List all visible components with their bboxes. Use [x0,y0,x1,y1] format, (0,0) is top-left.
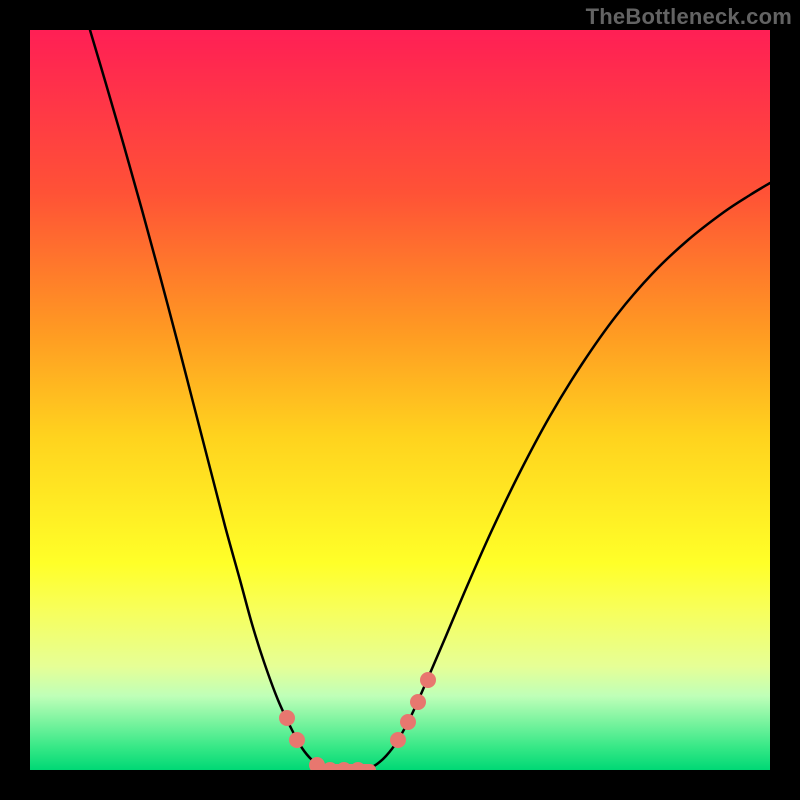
data-marker [420,672,436,688]
watermark-text: TheBottleneck.com [586,4,792,30]
data-marker [279,710,295,726]
data-marker [390,732,406,748]
chart-frame: TheBottleneck.com [0,0,800,800]
data-marker [400,714,416,730]
data-marker [410,694,426,710]
plot-area [30,30,770,770]
gradient-background [30,30,770,770]
data-marker [289,732,305,748]
chart-svg [30,30,770,770]
